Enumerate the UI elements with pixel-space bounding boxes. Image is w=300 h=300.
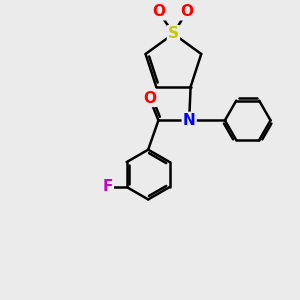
Text: F: F <box>102 179 113 194</box>
Text: S: S <box>168 26 179 41</box>
Text: N: N <box>183 113 196 128</box>
Text: O: O <box>152 4 165 19</box>
Text: O: O <box>180 4 193 19</box>
Text: O: O <box>143 91 156 106</box>
